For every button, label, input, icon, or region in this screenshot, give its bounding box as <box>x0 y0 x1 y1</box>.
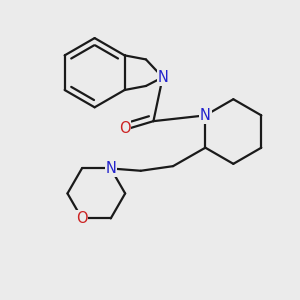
Text: N: N <box>200 108 211 123</box>
Text: N: N <box>157 70 168 85</box>
Text: O: O <box>76 211 88 226</box>
Text: N: N <box>105 161 116 176</box>
Text: O: O <box>119 121 130 136</box>
